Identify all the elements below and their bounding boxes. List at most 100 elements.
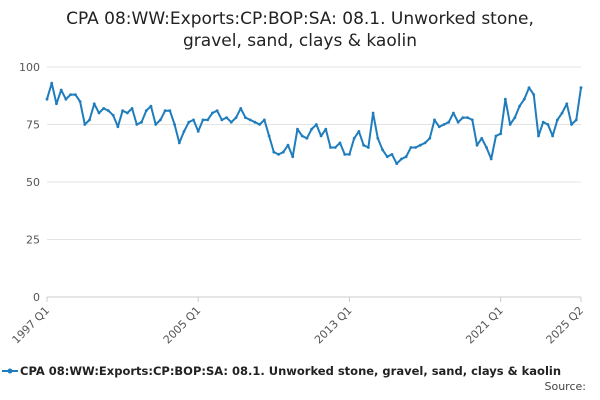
data-point [258,123,262,126]
data-point [555,118,559,122]
data-point [107,109,110,113]
data-point [300,134,304,138]
series-line [46,82,582,165]
data-point [144,109,148,113]
data-point [286,143,290,147]
data-point [570,123,573,126]
data-point [343,153,347,156]
data-point [225,116,228,119]
data-point [314,123,318,126]
data-point [319,134,323,138]
data-point [418,143,422,147]
data-point [244,116,247,119]
data-point [480,136,484,140]
data-point [220,118,224,122]
data-point [159,118,162,122]
data-point [537,134,540,138]
data-point [579,86,583,90]
data-point [102,107,106,110]
legend-label: CPA 08:WW:Exports:CP:BOP:SA: 08.1. Unwor… [20,364,562,378]
data-point [296,127,299,131]
data-point [366,146,370,149]
data-point [546,123,550,126]
x-tick-label-2021-Q1: 2021 Q1 [463,304,506,347]
chart-title-line-1: CPA 08:WW:Exports:CP:BOP:SA: 08.1. Unwor… [66,9,534,29]
data-point [522,97,526,101]
data-point [262,118,266,122]
data-point [333,146,337,149]
data-point [83,123,87,126]
data-point [168,109,172,113]
data-point [376,136,380,140]
data-point [182,130,186,133]
data-point [310,127,314,131]
data-point [414,146,417,149]
data-point [527,86,531,90]
data-point [55,102,58,106]
data-point [154,123,158,126]
y-tick-label-0: 0 [33,291,40,304]
data-point [371,111,375,115]
data-point [78,100,82,103]
data-point [88,118,91,122]
data-point [173,123,176,126]
y-tick-label-25: 25 [26,234,40,247]
data-point [466,116,469,119]
data-point [362,143,366,147]
data-point [211,111,214,115]
x-axis-tick-labels: 1997 Q1 2005 Q1 2013 Q1 2021 Q1 2025 Q2 [10,304,587,347]
data-point [125,111,129,115]
data-point [518,104,521,108]
data-point [281,150,285,154]
data-point [121,109,125,113]
data-point [253,120,257,124]
gridlines [47,66,581,298]
data-point [503,97,507,101]
data-point [385,155,389,159]
data-point [541,120,545,124]
data-point [234,116,238,119]
data-point [215,109,219,113]
legend-swatch-icon [2,368,18,374]
data-point [428,136,432,140]
data-point [64,97,68,101]
data-point [149,104,153,108]
data-point [447,120,451,124]
chart-title: CPA 08:WW:Exports:CP:BOP:SA: 08.1. Unwor… [0,8,600,52]
data-point [574,118,578,122]
x-tick-label-2013-Q1: 2013 Q1 [312,304,355,347]
data-point [239,107,243,110]
data-point [59,88,63,92]
x-tick-label-2025-Q2: 2025 Q2 [544,304,587,347]
data-point [381,148,384,152]
data-point [163,109,167,113]
data-point [565,102,569,106]
data-point [508,123,512,126]
data-point [272,150,276,154]
data-point [338,141,342,145]
data-point [390,153,394,156]
data-point [470,118,474,122]
data-point [461,116,465,119]
data-point [135,123,139,126]
y-axis-tick-labels: 0 25 50 75 100 [19,61,40,304]
data-point [73,93,77,96]
data-point [201,118,205,122]
data-point [409,146,413,149]
data-point [400,157,403,161]
data-point [116,125,120,129]
data-point [423,141,427,145]
data-point [348,153,351,156]
data-point [485,146,488,149]
data-point [97,111,101,115]
data-point [395,162,399,166]
data-point [324,127,328,131]
source-label: Source: [544,380,587,393]
data-point [560,111,564,115]
data-point [267,134,271,138]
data-point [513,116,517,119]
data-point [452,111,455,115]
data-point [437,125,441,129]
data-point [499,132,503,136]
data-point [206,118,210,122]
